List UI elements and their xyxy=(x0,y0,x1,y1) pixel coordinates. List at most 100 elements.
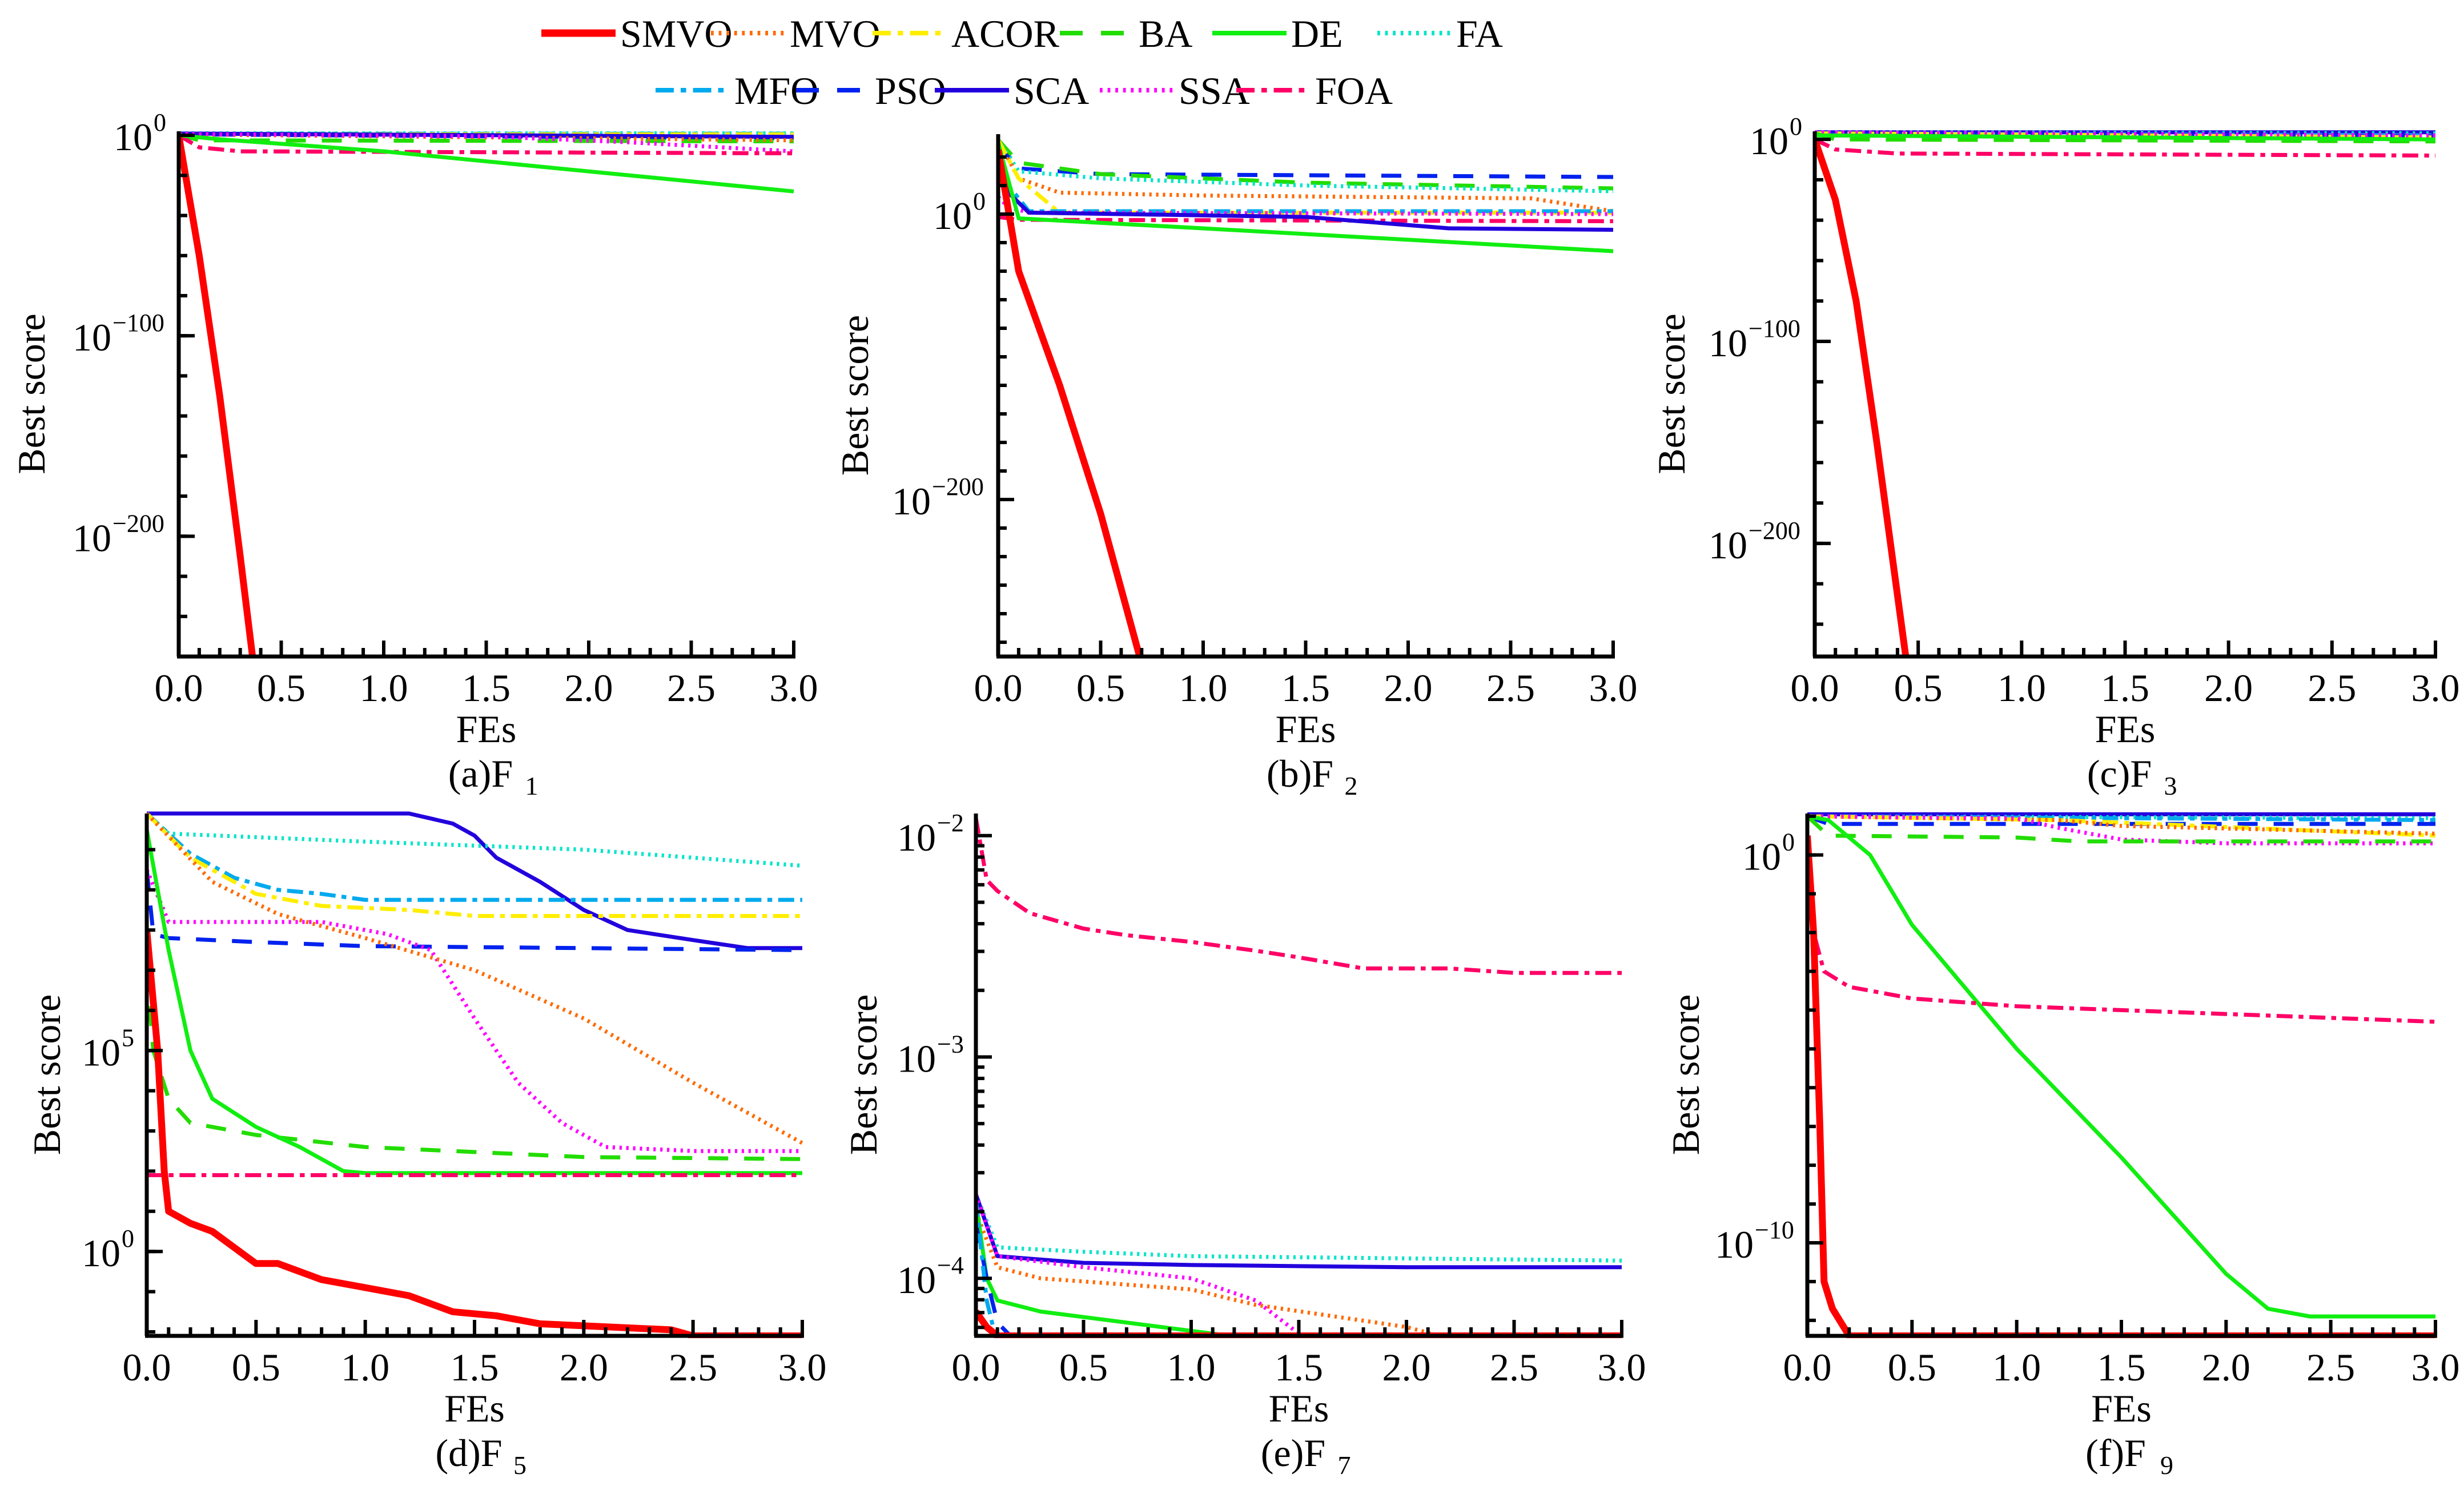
x-tick-label: 3.0 xyxy=(1589,666,1638,710)
x-tick-label: 1.5 xyxy=(2101,666,2149,710)
x-tick-label: 3.0 xyxy=(770,666,818,710)
legend-item-smvo: SMVO xyxy=(541,12,733,55)
series-line-sca xyxy=(976,1193,1622,1270)
x-tick-label: 2.5 xyxy=(2308,666,2356,710)
x-axis-title: FEs xyxy=(1276,707,1336,751)
y-tick-base: 10 xyxy=(73,316,111,359)
y-tick-base: 10 xyxy=(114,115,152,159)
y-tick-exponent: −100 xyxy=(112,309,164,337)
series-line-fa xyxy=(147,812,803,868)
x-tick-label: 0.5 xyxy=(1894,666,1943,710)
x-tick-label: 0.0 xyxy=(974,666,1023,710)
legend-label-fa: FA xyxy=(1456,12,1503,55)
y-tick-base: 10 xyxy=(892,480,931,523)
subplot-caption: (c)F 3 xyxy=(2087,752,2177,800)
x-tick-label: 0.0 xyxy=(155,666,203,710)
subplot-caption: (d)F 5 xyxy=(435,1431,526,1480)
subplot-f: 0.0 0.5 1.0 1.5 2.0 2.5 3.0 10 0 10 −10 FEs Best sco… xyxy=(1645,788,2464,1490)
caption-subscript: 2 xyxy=(1345,771,1358,800)
x-axis-title: FEs xyxy=(456,707,517,751)
series-line-smvo xyxy=(179,134,256,657)
y-tick-label: 10 0 xyxy=(1742,828,1795,879)
caption-text: (a)F xyxy=(448,752,513,795)
y-tick-label: 10 −200 xyxy=(892,473,984,523)
y-tick-exponent: 0 xyxy=(1790,112,1802,140)
x-axis-title: FEs xyxy=(1269,1387,1329,1430)
y-tick-base: 10 xyxy=(933,194,972,237)
legend-label-ba: BA xyxy=(1139,12,1192,55)
series-line-fa xyxy=(1807,814,2436,820)
legend-item-ssa: SSA xyxy=(1100,69,1250,112)
y-tick-base: 10 xyxy=(1742,835,1781,879)
y-tick-label: 10 −10 xyxy=(1715,1216,1794,1266)
series-line-foa xyxy=(179,133,794,156)
x-tick-label: 0.5 xyxy=(1059,1346,1108,1389)
x-tick-label: 1.0 xyxy=(1992,1346,2041,1389)
series-line-de xyxy=(976,1201,1264,1338)
x-tick-label: 2.0 xyxy=(565,666,613,710)
caption-text: (c)F xyxy=(2087,752,2152,795)
x-tick-label: 1.5 xyxy=(1281,666,1330,710)
x-tick-label: 1.0 xyxy=(1167,1346,1216,1389)
legend-svg: SMVO MVO ACOR BA DE FA MFO PSO SCA SSA FOA xyxy=(541,12,1503,112)
series-line-pso xyxy=(147,869,803,952)
y-tick-base: 10 xyxy=(82,1231,120,1275)
x-tick-label: 0.5 xyxy=(257,666,306,710)
series-line-mfo xyxy=(147,812,802,902)
y-tick-label: 10 −100 xyxy=(1709,315,1800,365)
series-line-pso xyxy=(998,141,1614,179)
legend-label-de: DE xyxy=(1291,12,1343,55)
caption-subscript: 7 xyxy=(1338,1451,1351,1480)
x-tick-label: 2.0 xyxy=(2202,1346,2250,1389)
y-tick-base: 10 xyxy=(73,516,111,559)
y-tick-label: 10 −3 xyxy=(897,1030,964,1080)
x-tick-label: 0.5 xyxy=(232,1346,280,1389)
legend-item-pso: PSO xyxy=(796,69,946,112)
subplot-caption: (b)F 2 xyxy=(1267,752,1358,800)
subplot-e-svg: 0.0 0.5 1.0 1.5 2.0 2.5 3.010−210−310 −4FEsBest… xyxy=(842,809,1646,1480)
legend: SMVO MVO ACOR BA DE FA MFO PSO SCA SSA FOA xyxy=(0,0,2464,114)
series-line-sca xyxy=(147,811,802,951)
series-line-smvo xyxy=(1815,138,1910,657)
series-line-acor xyxy=(147,812,802,918)
series-line-fa xyxy=(976,1193,1622,1263)
series-line-de xyxy=(179,133,794,194)
y-tick-base: 10 xyxy=(1709,523,1747,567)
legend-item-mfo: MFO xyxy=(656,69,818,112)
series-line-sca xyxy=(998,145,1614,232)
subplot-caption: (a)F 1 xyxy=(448,752,538,800)
y-tick-exponent: 0 xyxy=(154,108,166,136)
x-tick-label: 1.0 xyxy=(341,1346,389,1389)
subplot-b: 0.0 0.5 1.0 1.5 2.0 2.5 3.0 10 0 10 −200 FEs Best sc… xyxy=(822,108,1645,800)
caption-text: (f)F xyxy=(2085,1431,2146,1475)
x-axis-title: FEs xyxy=(2095,707,2156,751)
series-line-foa xyxy=(1807,874,2436,1024)
series-group xyxy=(147,811,803,1338)
legend-item-foa: FOA xyxy=(1236,69,1393,112)
x-tick-label: 1.5 xyxy=(1275,1346,1323,1389)
y-tick-label: 10 0 xyxy=(114,108,166,159)
subplot-d: 0.0 0.5 1.0 1.5 2.0 2.5 3.0 10 5 10 0 FEs Best score… xyxy=(0,788,827,1490)
legend-label-smvo: SMVO xyxy=(620,12,733,55)
x-tick-label: 1.5 xyxy=(451,1346,499,1389)
x-tick-label: 3.0 xyxy=(2411,1346,2460,1389)
y-tick-exponent: 0 xyxy=(122,1225,134,1253)
y-tick-base: 10 xyxy=(1750,119,1788,163)
x-axis-title: FEs xyxy=(2091,1387,2152,1430)
y-axis-title: Best score xyxy=(25,994,69,1155)
y-axis-title: Best score xyxy=(842,994,885,1155)
legend-item-sca: SCA xyxy=(935,69,1089,112)
legend-label-foa: FOA xyxy=(1315,69,1393,112)
series-line-de xyxy=(1807,814,2435,1319)
series-line-foa xyxy=(976,818,1622,975)
x-tick-label: 1.5 xyxy=(2097,1346,2146,1389)
caption-text: (d)F xyxy=(435,1431,502,1475)
x-tick-label: 0.5 xyxy=(1888,1346,1936,1389)
caption-subscript: 3 xyxy=(2164,771,2177,800)
x-tick-label: 2.0 xyxy=(1384,666,1433,710)
x-tick-label: 0.0 xyxy=(1783,1346,1832,1389)
